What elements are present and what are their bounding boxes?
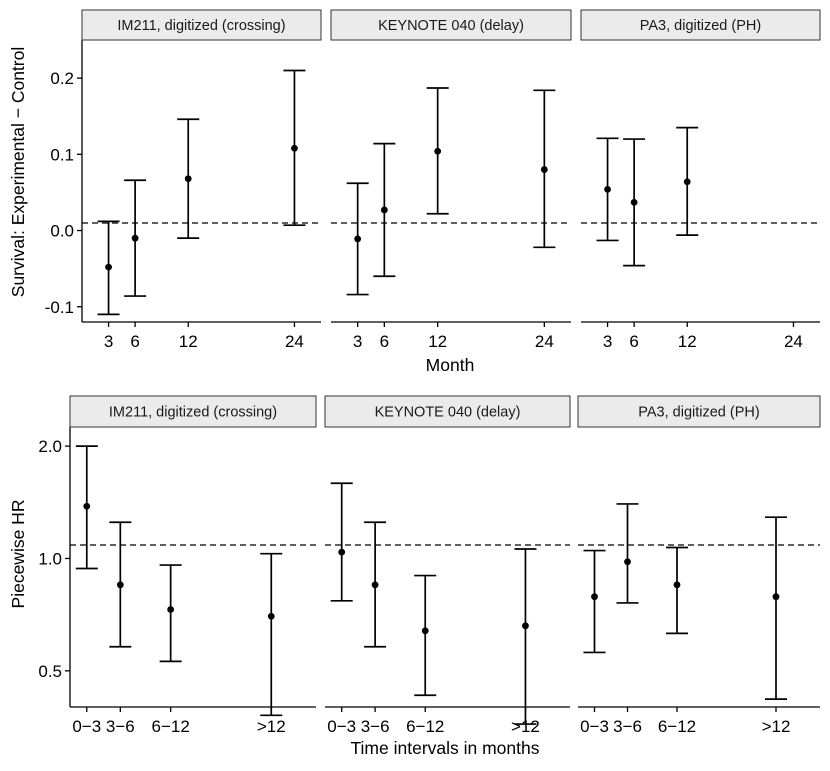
point-estimate (630, 198, 638, 206)
top-x-tick-label: 24 (285, 332, 304, 351)
top-panel-1-x-ticks: 3 6 12 24 (104, 322, 304, 351)
bottom-y-axis-title: Piecewise HR (8, 500, 28, 609)
bottom-y-tick-label: 2.0 (38, 437, 62, 456)
bottom-row: Piecewise HR Time intervals in months 0.… (8, 395, 821, 758)
bottom-panel-1-x-ticks: 0−3 3−6 6−12 >12 (72, 707, 286, 736)
top-x-tick-label: 6 (629, 332, 638, 351)
bottom-y-axis: 0.5 1.0 2.0 (38, 427, 71, 707)
bottom-panel-2: KEYNOTE 040 (delay) 0−3 3−6 6−12 >12 (324, 395, 571, 736)
top-y-ticks: -0.1 0.0 0.1 0.2 (45, 69, 82, 317)
top-y-tick-label: 0.0 (50, 222, 74, 241)
top-x-tick-label: 24 (784, 332, 803, 351)
top-panel-2-title: KEYNOTE 040 (delay) (378, 18, 524, 34)
top-x-tick-label: 12 (179, 332, 198, 351)
bottom-y-ticks: 0.5 1.0 2.0 (38, 437, 70, 681)
bottom-panel-2-x-ticks: 0−3 3−6 6−12 >12 (327, 707, 540, 736)
point-estimate (591, 593, 598, 601)
top-x-tick-label: 12 (428, 332, 447, 351)
top-y-axis: -0.1 0.0 0.1 0.2 (45, 40, 83, 322)
bottom-panel-2-title: KEYNOTE 040 (delay) (375, 405, 521, 421)
point-estimate (354, 235, 362, 243)
point-estimate (184, 175, 192, 183)
top-y-tick-label: 0.2 (50, 69, 74, 88)
top-y-axis-title: Survival: Experimental − Control (8, 47, 28, 297)
point-estimate (380, 206, 388, 214)
point-estimate (540, 166, 548, 173)
bottom-panel-3-marks (583, 503, 787, 700)
bottom-y-tick-label: 0.5 (38, 662, 62, 681)
bottom-panel-2-marks (330, 482, 537, 725)
top-y-tick-label: -0.1 (45, 298, 74, 317)
bottom-x-tick-label: 6−12 (406, 717, 444, 736)
point-estimate (522, 622, 529, 630)
top-row: Survival: Experimental − Control Month -… (8, 9, 821, 375)
bottom-x-tick-label: >12 (511, 717, 540, 736)
bottom-x-tick-label: 3−6 (106, 717, 135, 736)
bottom-x-tick-label: 3−6 (613, 717, 642, 736)
top-x-tick-label: 3 (603, 332, 612, 351)
top-x-tick-label: 6 (130, 332, 139, 351)
point-estimate (167, 606, 175, 613)
point-estimate (421, 627, 429, 635)
point-estimate (683, 178, 691, 186)
bottom-panel-3-strip (577, 395, 821, 428)
point-estimate (772, 593, 780, 601)
top-panel-3-strip (580, 9, 821, 41)
point-estimate (83, 502, 91, 510)
bottom-panel-3-title: PA3, digitized (PH) (638, 405, 759, 421)
top-x-tick-label: 3 (104, 332, 113, 351)
top-x-tick-label: 6 (380, 332, 389, 351)
point-estimate (267, 612, 275, 620)
top-x-tick-label: 24 (535, 332, 554, 351)
point-estimate (116, 581, 124, 589)
bottom-y-tick-label: 1.0 (38, 549, 62, 568)
top-panel-2-marks (346, 87, 556, 296)
point-estimate (291, 144, 298, 152)
point-estimate (673, 581, 681, 589)
point-estimate (371, 581, 379, 589)
bottom-panel-1: IM211, digitized (crossing) 0−3 3−6 6−12 >1… (69, 395, 317, 736)
top-x-tick-label: 3 (353, 332, 362, 351)
point-estimate (624, 558, 631, 566)
bottom-x-tick-label: 0−3 (327, 717, 356, 736)
top-panel-3: PA3, digitized (PH) 3 6 12 24 (580, 9, 821, 351)
point-estimate (105, 263, 112, 271)
top-y-tick-label: 0.1 (50, 145, 74, 164)
bottom-x-tick-label: 6−12 (151, 717, 189, 736)
top-panel-1-marks (97, 69, 306, 316)
bottom-panel-3: PA3, digitized (PH) 0−3 3−6 6−12 >12 (577, 395, 821, 736)
top-panel-2-x-ticks: 3 6 12 24 (353, 322, 554, 351)
bottom-x-tick-label: >12 (257, 717, 286, 736)
point-estimate (131, 234, 139, 242)
point-estimate (604, 185, 611, 193)
top-panel-1-title: IM211, digitized (crossing) (117, 18, 285, 34)
top-panel-1-strip (81, 9, 322, 41)
bottom-panel-1-strip (69, 395, 317, 428)
point-estimate (434, 147, 442, 155)
bottom-panel-3-x-ticks: 0−3 3−6 6−12 >12 (580, 707, 790, 736)
top-panel-2: KEYNOTE 040 (delay) 3 6 12 24 (330, 9, 572, 351)
top-x-axis-title: Month (426, 355, 475, 375)
bottom-x-tick-label: 3−6 (361, 717, 390, 736)
top-panel-3-marks (596, 126, 699, 267)
point-estimate (338, 548, 346, 556)
top-panel-3-title: PA3, digitized (PH) (640, 18, 761, 34)
bottom-x-tick-label: >12 (762, 717, 791, 736)
bottom-panel-1-marks (75, 445, 283, 717)
bottom-x-tick-label: 0−3 (580, 717, 609, 736)
top-x-tick-label: 12 (678, 332, 697, 351)
bottom-x-tick-label: 0−3 (72, 717, 101, 736)
bottom-x-tick-label: 6−12 (658, 717, 696, 736)
top-panel-2-strip (330, 9, 572, 41)
bottom-x-axis-title: Time intervals in months (351, 738, 540, 758)
bottom-panel-2-strip (324, 395, 571, 428)
top-panel-3-x-ticks: 3 6 12 24 (603, 322, 803, 351)
top-panel-1: IM211, digitized (crossing) 3 6 12 24 (81, 9, 322, 351)
bottom-panel-1-title: IM211, digitized (crossing) (109, 405, 277, 421)
